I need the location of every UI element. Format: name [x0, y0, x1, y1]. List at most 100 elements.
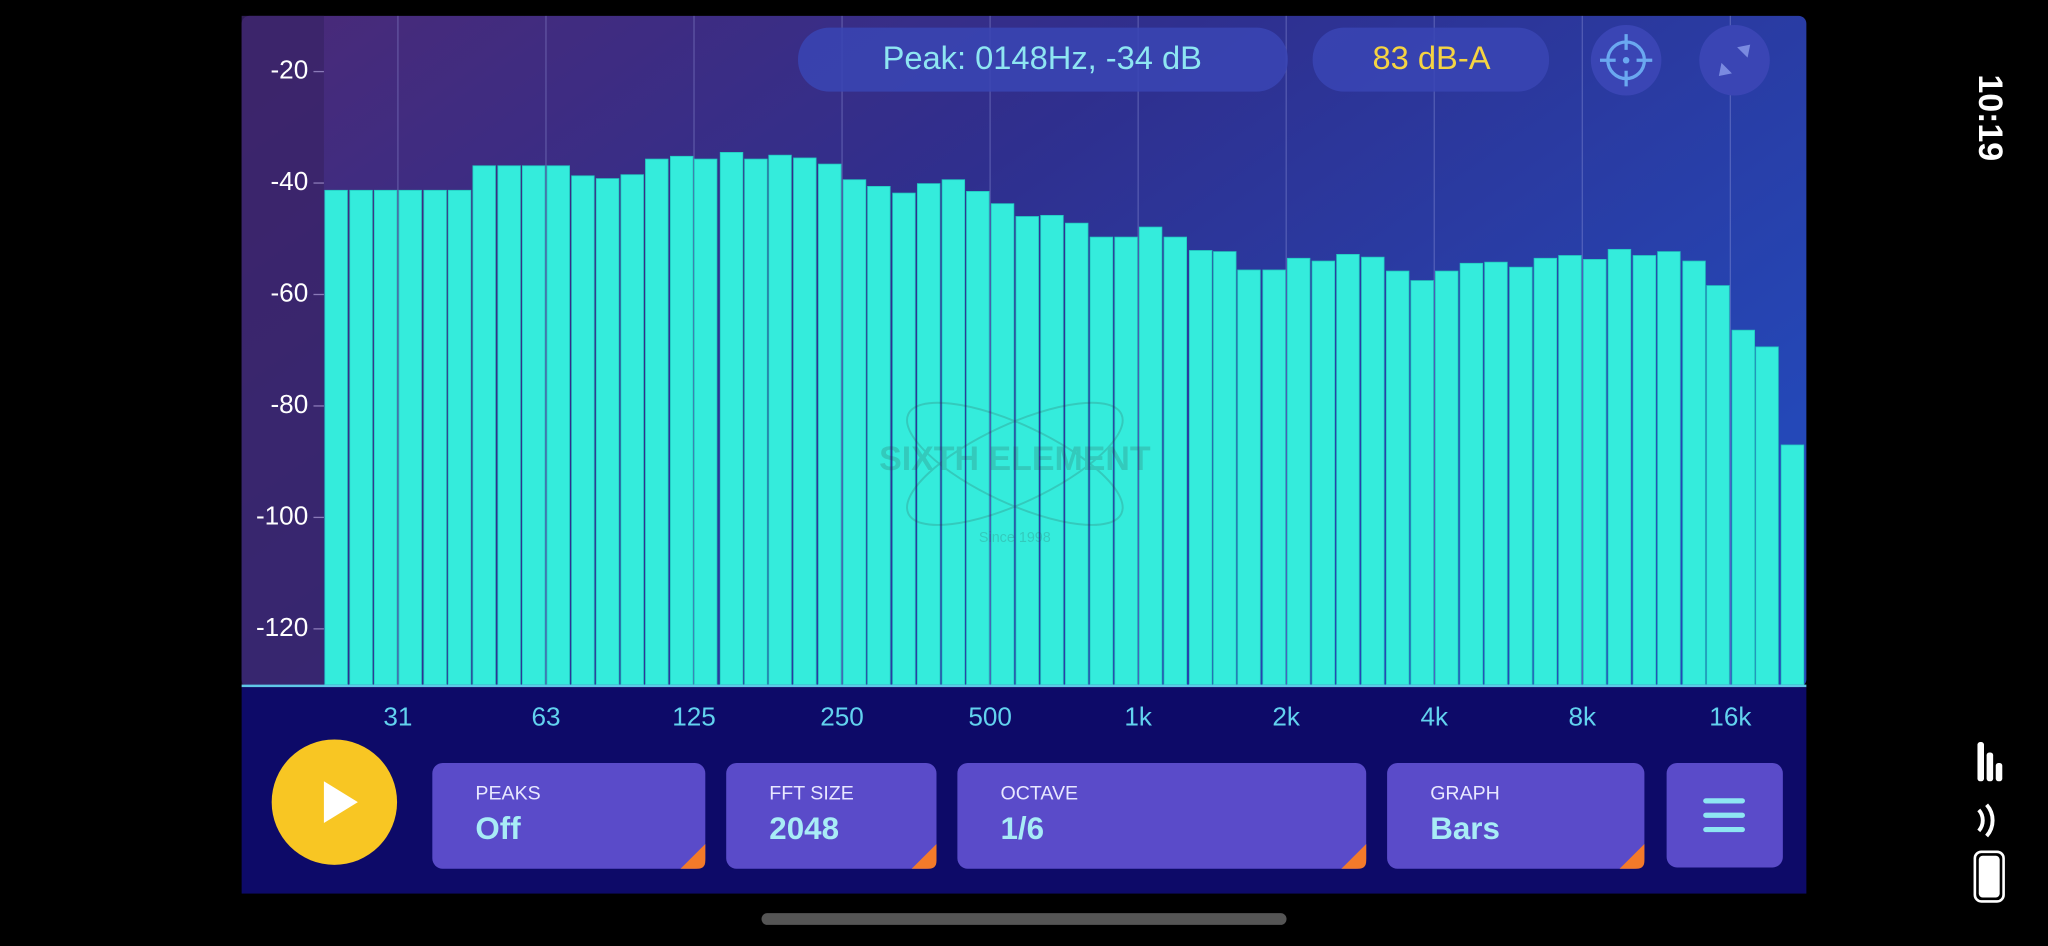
y-tick-label: -120: [256, 612, 308, 642]
button-bg: [1699, 25, 1770, 96]
bar: [867, 185, 891, 685]
watermark-orbit: [906, 401, 1124, 526]
bar: [1780, 444, 1805, 685]
bar: [349, 189, 373, 685]
bars: [324, 151, 1805, 685]
menu-button[interactable]: [1666, 762, 1783, 868]
play-button[interactable]: [271, 739, 398, 865]
bar: [1237, 269, 1261, 685]
bar: [1583, 258, 1607, 685]
control-value: 1/6: [1000, 811, 1044, 846]
bar: [1533, 257, 1558, 685]
corner-indicator: [1619, 843, 1645, 869]
corner-indicator: [680, 843, 706, 869]
bar: [1163, 236, 1187, 685]
control-label: PEAKS: [475, 782, 540, 804]
bar: [1262, 269, 1286, 685]
bar: [595, 178, 620, 685]
expand-button[interactable]: [1699, 25, 1770, 96]
corner-indicator: [911, 843, 937, 869]
button-bg: [432, 762, 706, 869]
bar: [916, 183, 941, 685]
bar: [620, 174, 644, 685]
level-readout: [1312, 27, 1550, 92]
bar: [1311, 260, 1336, 685]
x-tick-label: 63: [531, 701, 560, 731]
bar: [571, 175, 595, 685]
play-icon: [323, 781, 358, 824]
bar: [1657, 251, 1681, 685]
bar: [497, 165, 521, 685]
menu-icon: [1703, 798, 1745, 833]
bar: [1188, 250, 1213, 685]
level-text: 83 dB-A: [1373, 39, 1491, 76]
status-time: 10:19: [1971, 74, 2009, 161]
peak-readout: [798, 27, 1288, 92]
button-bg: [1387, 762, 1645, 869]
control-button[interactable]: GRAPH Bars: [1387, 762, 1645, 869]
bar: [1459, 262, 1484, 685]
y-axis-panel: [241, 15, 324, 688]
watermark-orbit: [906, 401, 1124, 526]
x-tick-label: 2k: [1272, 701, 1301, 731]
x-tick-label: 8k: [1569, 701, 1598, 731]
battery-icon: [1973, 850, 2005, 903]
bar: [719, 151, 744, 685]
battery-level: [1978, 855, 2000, 898]
button-bg: [726, 762, 937, 869]
home-indicator: [761, 913, 1287, 925]
bar: [1286, 257, 1311, 685]
bar: [744, 158, 768, 685]
x-tick-label: 4k: [1420, 701, 1449, 731]
bar: [373, 189, 398, 685]
bar: [1706, 285, 1730, 685]
bar: [423, 189, 447, 685]
crosshair-button[interactable]: [1590, 25, 1662, 96]
bar: [1385, 270, 1410, 685]
bar: [1607, 248, 1632, 685]
bar: [645, 158, 669, 685]
bar: [1213, 251, 1237, 685]
bar: [1731, 329, 1755, 685]
x-tick-label: 31: [383, 701, 412, 731]
watermark-tagline: Since 1998: [979, 530, 1051, 546]
bar: [1682, 260, 1706, 685]
bar: [447, 189, 472, 685]
corner-indicator: [1341, 843, 1367, 869]
control-button[interactable]: FFT SIZE 2048: [726, 762, 937, 869]
wifi-icon: [1977, 803, 1995, 838]
control-button[interactable]: PEAKS Off: [432, 762, 706, 869]
bar: [1484, 261, 1508, 685]
icon: [1622, 57, 1630, 64]
bar: [324, 189, 348, 685]
button-bg: [957, 762, 1367, 869]
bar: [1336, 253, 1360, 685]
bar: [1755, 346, 1779, 685]
controls: PEAKS Off FFT SIZE 2048 OCTAVE 1/6 GRAPH Bars: [432, 762, 1645, 869]
bar: [941, 179, 966, 685]
bar: [818, 163, 842, 685]
signal-icon: [1986, 752, 1994, 782]
bar: [793, 157, 817, 685]
bar: [1435, 270, 1459, 685]
bar: [1558, 255, 1582, 685]
y-tick-label: -100: [256, 500, 308, 530]
bar: [892, 192, 916, 685]
control-label: OCTAVE: [1000, 782, 1078, 804]
icon: [1599, 34, 1653, 87]
y-tick-label: -60: [270, 277, 308, 307]
x-axis: 31 63 125 250 500 1k 2k 4k 8k 16k: [383, 701, 1752, 731]
control-value: Bars: [1430, 811, 1500, 846]
y-tick-label: -20: [270, 54, 308, 84]
bar: [842, 179, 867, 685]
watermark-name: SIXTH ELEMENT: [879, 440, 1151, 478]
x-tick-label: 1k: [1124, 701, 1153, 731]
watermark: SIXTH ELEMENT Since 1998: [879, 401, 1151, 546]
x-tick-label: 500: [968, 701, 1012, 731]
control-button[interactable]: OCTAVE 1/6: [957, 762, 1367, 869]
bar: [546, 165, 570, 685]
bar: [670, 155, 694, 685]
y-axis: -20 -40 -60 -80 -100 -120: [256, 54, 308, 641]
signal-icon: [1977, 742, 1984, 782]
